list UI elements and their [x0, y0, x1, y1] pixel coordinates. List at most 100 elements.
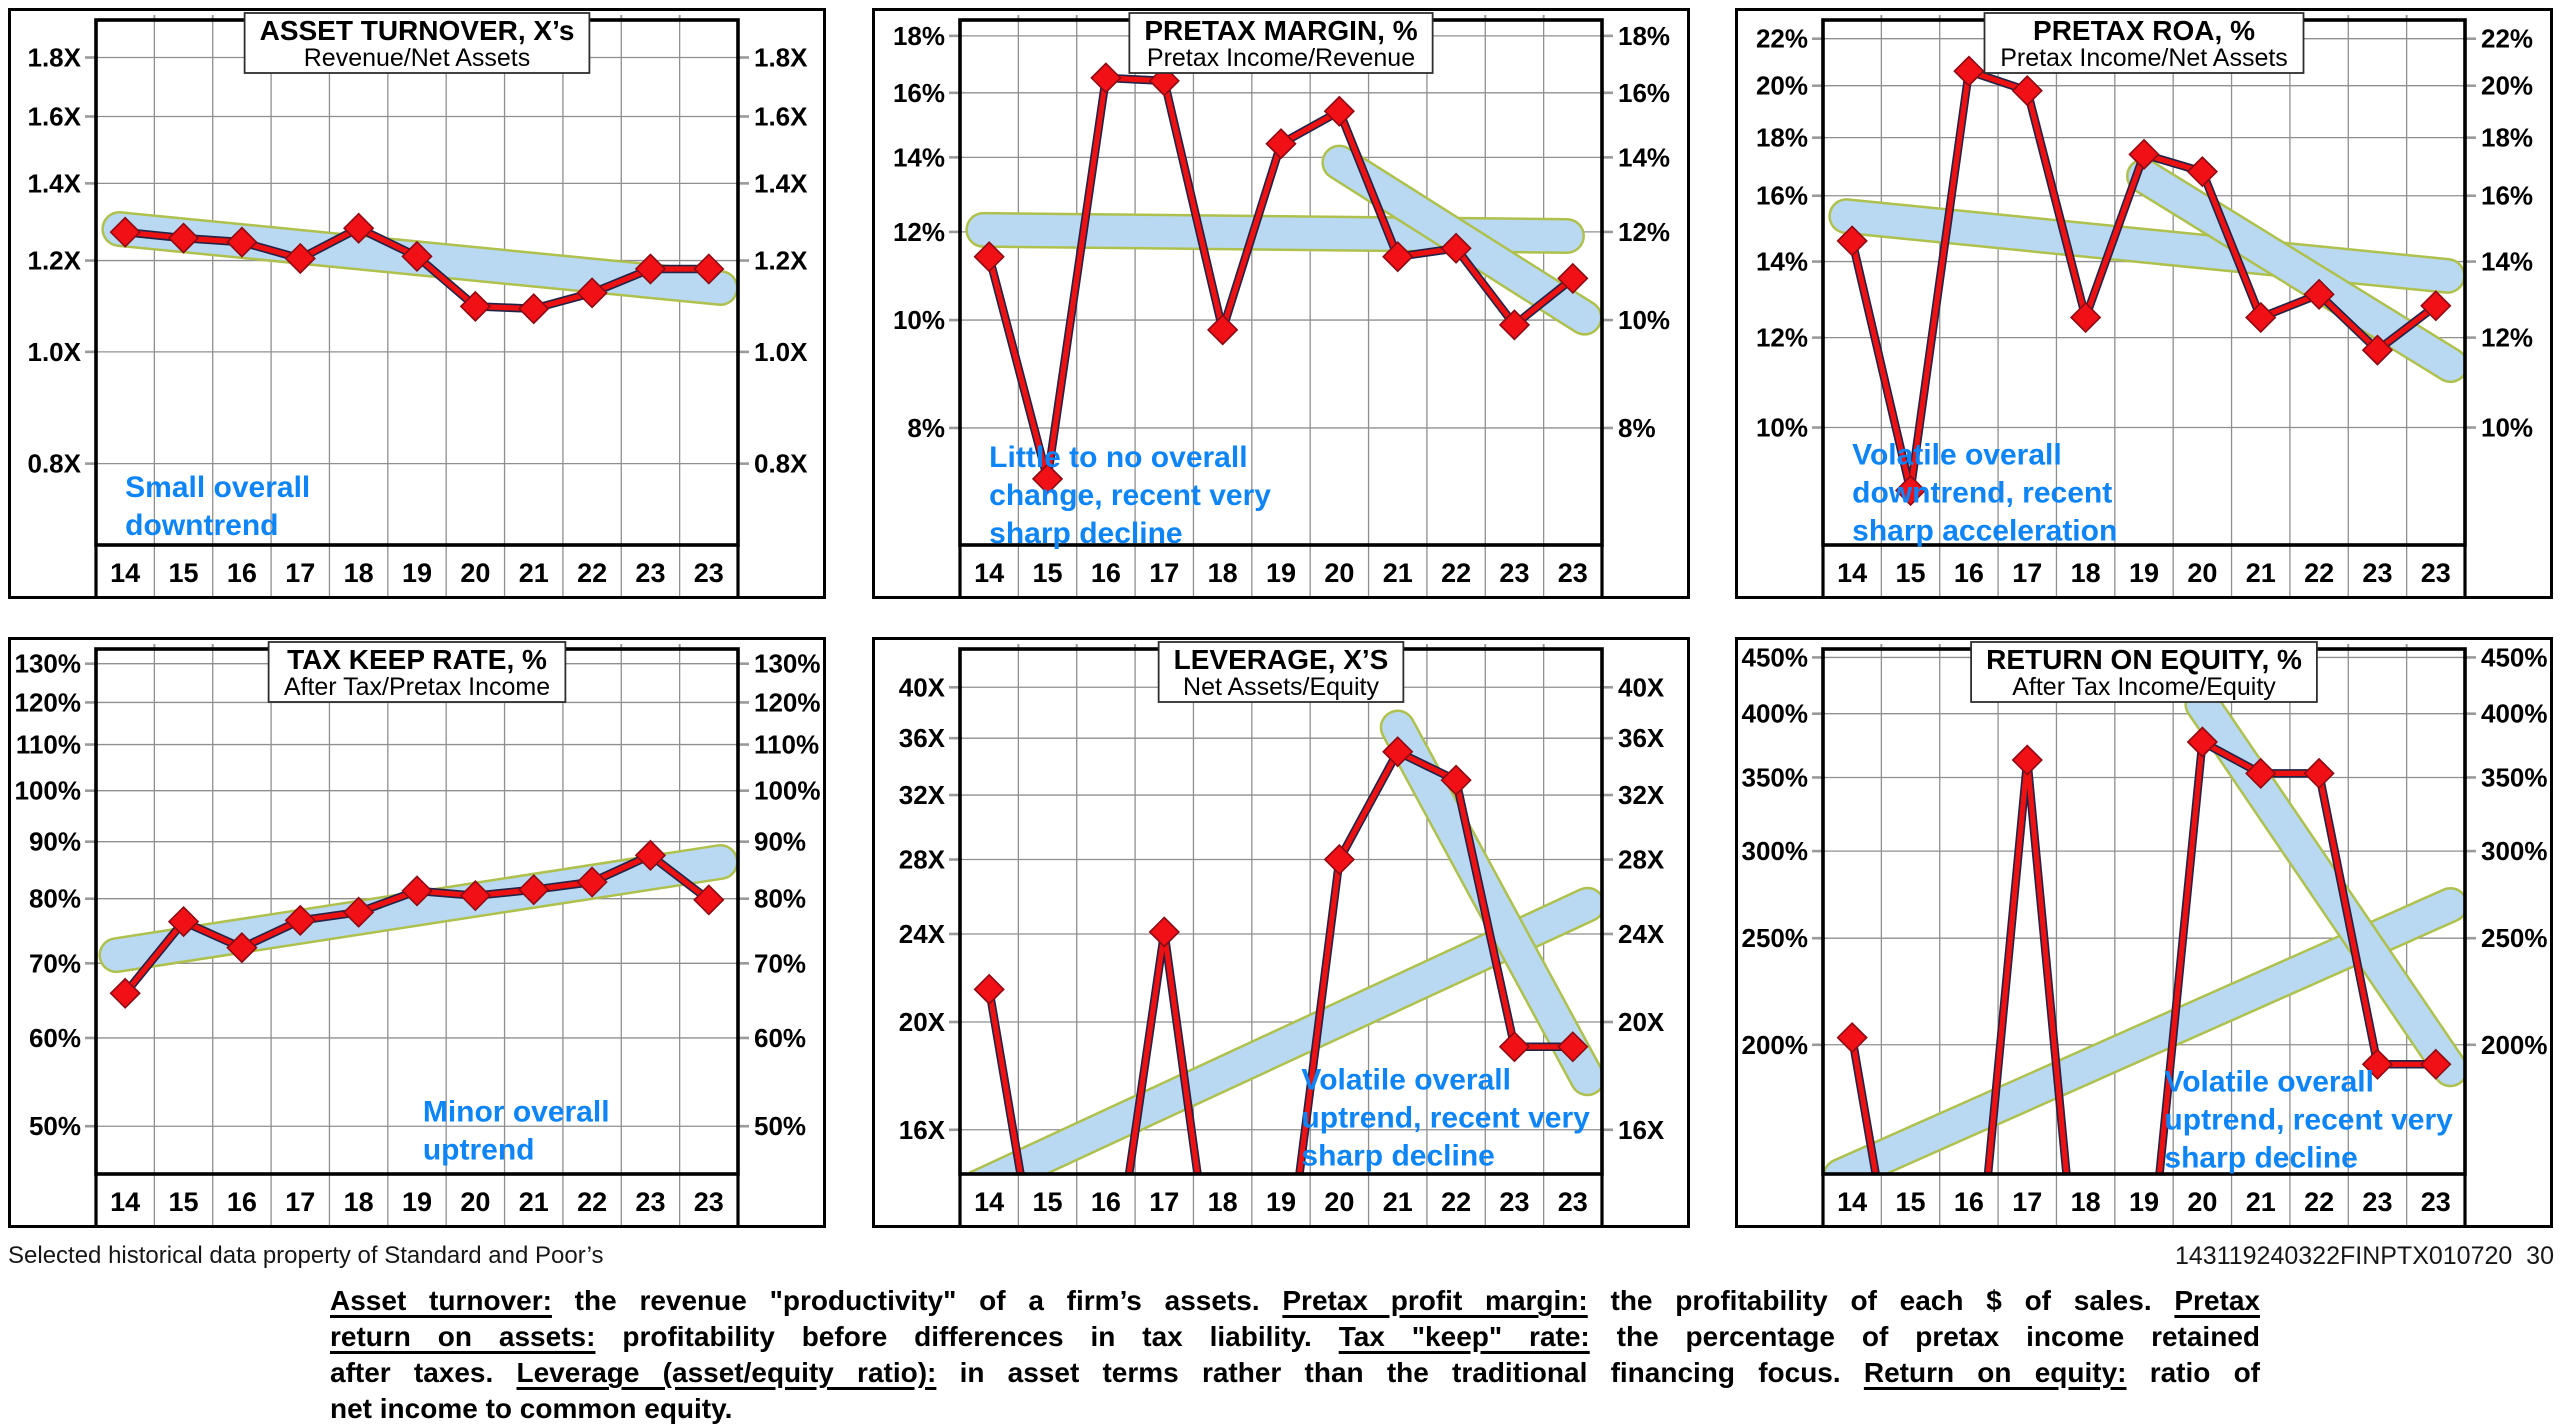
- chart-title: PRETAX MARGIN, %: [1144, 15, 1417, 46]
- chart-outer-border: [872, 637, 1690, 1228]
- glossary-text: the revenue "productivity" of a firm’s a…: [551, 1285, 1283, 1316]
- year-label: 15: [169, 558, 199, 588]
- x-axis-year-labels: 14 15 16 17 18 19 20 21 22 23 23: [1837, 1187, 2451, 1217]
- data-point: [226, 932, 258, 964]
- annotation-asset-turnover: Small overall downtrend: [125, 471, 310, 542]
- data-point: [2128, 138, 2160, 171]
- year-label: 19: [402, 558, 432, 588]
- glossary-text: ratio of: [2126, 1357, 2261, 1388]
- data-point: [2303, 757, 2335, 790]
- x-axis-year-labels: 14 15 16 17 18 19 20 21 22 23 23: [110, 1187, 724, 1217]
- chart-title-box: PRETAX ROA, %Pretax Income/Net Assets: [1983, 12, 2305, 74]
- annotation-line: Volatile overall: [2164, 1065, 2374, 1098]
- ytick-left: 80%: [29, 884, 81, 914]
- y-axis-labels: 40X 40X 36X 36X 32X 32X 28X 28X 24X 24X 20X 20X 16X 1…: [899, 672, 1665, 1144]
- annotation-line: Minor overall: [423, 1095, 610, 1128]
- x-axis-year-labels: 14 15 16 17 18 19 20 21 22 23 23: [974, 558, 1588, 588]
- ytick-left: 100%: [15, 776, 82, 806]
- data-point: [2303, 278, 2335, 310]
- data-point: [1090, 62, 1122, 94]
- data-point: [2070, 301, 2102, 334]
- ytick-right: 200%: [2481, 1030, 2548, 1060]
- year-label: 20: [460, 558, 490, 588]
- annotation-line: Little to no overall: [989, 441, 1247, 474]
- data-point: [226, 226, 258, 258]
- ytick-left: 32X: [899, 780, 946, 810]
- year-label: 23: [1499, 1187, 1529, 1217]
- chart-subtitle: After Tax Income/Equity: [2012, 673, 2276, 701]
- y-axis-labels: 1.8X 1.8X 1.6X 1.6X 1.4X 1.4X 1.2X 1.2X 1.0X 1.0X…: [28, 43, 809, 479]
- ytick-right: 300%: [2481, 836, 2548, 866]
- series-markers: [973, 736, 1589, 1063]
- ytick-left: 22%: [1756, 24, 1808, 54]
- ytick-left: 1.8X: [28, 43, 82, 73]
- copyright-note: Selected historical data property of Sta…: [8, 1242, 604, 1269]
- data-point: [634, 253, 667, 285]
- ytick-left: 250%: [1742, 923, 1809, 953]
- year-label: 14: [1837, 1187, 1867, 1217]
- data-point: [109, 977, 141, 1009]
- data-point: [1953, 55, 1985, 87]
- year-label: 14: [974, 558, 1004, 588]
- glossary-text: the percentage of pretax income retained: [1589, 1321, 2260, 1352]
- data-point: [2186, 156, 2218, 188]
- data-point: [693, 253, 725, 285]
- chart-subtitle: Pretax Income/Net Assets: [2000, 44, 2288, 72]
- trend-bands: [965, 709, 1602, 1174]
- ytick-right: 40X: [1618, 672, 1665, 702]
- year-label: 23: [694, 558, 724, 588]
- year-label: 19: [1266, 558, 1296, 588]
- ytick-right: 8%: [1618, 413, 1656, 443]
- ytick-right: 350%: [2481, 762, 2548, 792]
- ytick-right: 36X: [1618, 723, 1665, 753]
- ytick-left: 130%: [15, 649, 82, 679]
- data-point: [459, 290, 491, 323]
- data-point: [576, 277, 608, 309]
- year-label: 18: [2071, 558, 2101, 588]
- annotation-pretax-roa: Volatile overall downtrend, recent sharp a…: [1852, 438, 2117, 547]
- year-label: 17: [1149, 1187, 1179, 1217]
- data-point: [1323, 843, 1355, 876]
- annotation-line: sharp decline: [2164, 1141, 2357, 1174]
- data-point: [1440, 764, 1472, 796]
- ytick-right: 16%: [1618, 78, 1670, 108]
- year-label: 23: [1558, 558, 1588, 588]
- ytick-left: 16X: [899, 1115, 946, 1145]
- chart-pretax-roa: 14 15 16 17 18 19 20 21 22 23 23 22% 22% 20% 20% 18% 18%…: [1735, 8, 2553, 599]
- glossary-term: Leverage (asset/equity ratio):: [516, 1357, 937, 1388]
- data-point: [459, 880, 491, 912]
- annotation-leverage: Volatile overall uptrend, recent very shar…: [1301, 1063, 1590, 1172]
- ytick-left: 18%: [893, 21, 945, 51]
- annotation-line: downtrend, recent: [1852, 476, 2112, 509]
- data-point: [1836, 225, 1868, 257]
- ytick-right: 120%: [754, 687, 821, 717]
- y-axis-labels: 18% 18% 16% 16% 14% 14% 12% 12% 10% 10% 8% 8%: [893, 21, 1670, 443]
- ytick-left: 36X: [899, 723, 946, 753]
- chart-panel-asset-turnover: 14 15 16 17 18 19 20 21 22 23 23 1.8X 1.8X 1.6X 1.6X 1.…: [8, 8, 826, 599]
- series-markers: [1836, 55, 2452, 507]
- data-point: [1265, 128, 1297, 160]
- chart-title-box: TAX KEEP RATE, %After Tax/Pretax Income: [267, 641, 567, 703]
- ytick-left: 1.0X: [28, 337, 82, 367]
- ytick-left: 14%: [893, 142, 945, 172]
- data-point: [1836, 1022, 1868, 1054]
- ytick-left: 12%: [1756, 323, 1808, 353]
- year-label: 23: [2421, 558, 2451, 588]
- ytick-right: 400%: [2481, 699, 2548, 729]
- ytick-left: 1.6X: [28, 101, 82, 131]
- ytick-right: 12%: [2481, 323, 2533, 353]
- chart-title: TAX KEEP RATE, %: [287, 644, 547, 675]
- ytick-left: 16%: [893, 78, 945, 108]
- year-label: 16: [227, 1187, 257, 1217]
- data-point: [343, 212, 375, 244]
- data-point: [1382, 241, 1414, 273]
- ytick-left: 0.8X: [28, 449, 82, 479]
- series-markers: [973, 62, 1589, 495]
- data-point: [1557, 262, 1589, 295]
- year-label: 16: [1954, 1187, 1984, 1217]
- data-point: [518, 293, 550, 325]
- year-label: 14: [110, 1187, 140, 1217]
- year-label: 22: [2304, 558, 2334, 588]
- x-axis-year-labels: 14 15 16 17 18 19 20 21 22 23 23: [974, 1187, 1588, 1217]
- data-point: [2245, 301, 2277, 334]
